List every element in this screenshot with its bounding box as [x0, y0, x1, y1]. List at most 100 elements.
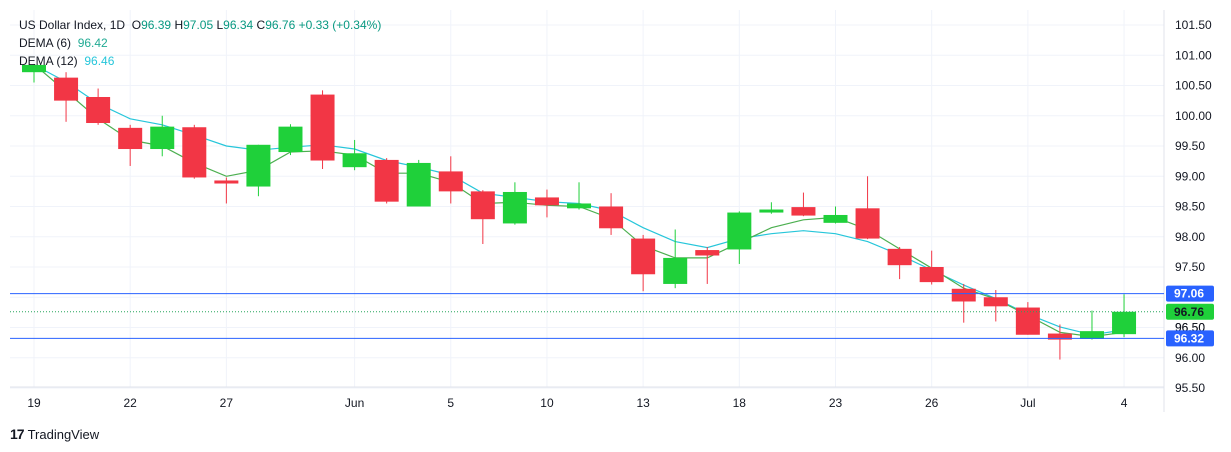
price-badge [1166, 330, 1214, 347]
tradingview-brand[interactable]: 17 TradingView [10, 426, 99, 442]
time-tick-label: 4 [1121, 396, 1128, 410]
candle [1079, 310, 1104, 340]
low-value: 96.34 [223, 18, 254, 32]
candle [599, 193, 624, 235]
tradingview-logo-icon: 17 [10, 426, 25, 442]
candle-body [727, 212, 752, 250]
close-value: 96.76 [265, 18, 296, 32]
candles [22, 64, 1137, 360]
candle-body [470, 191, 495, 220]
high-label: H [174, 18, 184, 32]
candle [502, 182, 527, 225]
candle-body [150, 126, 175, 150]
candle [663, 229, 688, 289]
candle [695, 247, 720, 284]
candle [150, 115, 175, 157]
candle-body [214, 180, 239, 184]
candle [182, 124, 207, 179]
candle [631, 234, 656, 292]
candle-body [406, 162, 431, 207]
candle-body [855, 208, 880, 239]
candle [567, 182, 592, 210]
dema12-label: DEMA (12) [19, 54, 78, 68]
time-tick-label: 23 [829, 396, 843, 410]
candle-body [278, 126, 303, 153]
candle-body [631, 238, 656, 275]
candle [823, 206, 848, 224]
time-tick-label: 19 [27, 396, 41, 410]
candle [791, 192, 816, 217]
time-tick-label: 26 [925, 396, 939, 410]
price-tick-label: 101.00 [1175, 48, 1212, 62]
price-badge-label: 96.32 [1174, 331, 1204, 345]
candle-body [663, 257, 688, 284]
time-tick-label: 13 [636, 396, 650, 410]
candle-body [887, 248, 912, 266]
price-tick-label: 97.50 [1175, 260, 1205, 274]
candle-body [1047, 333, 1072, 340]
candle [22, 64, 46, 83]
candle [438, 156, 463, 204]
candle [887, 247, 912, 280]
time-tick-label: 5 [447, 396, 454, 410]
legend-row-dema6[interactable]: DEMA (6) 96.42 [19, 34, 381, 52]
candle [86, 88, 111, 125]
symbol-title[interactable]: US Dollar Index, 1D [19, 18, 126, 32]
candle [342, 139, 367, 171]
time-tick-label: 22 [124, 396, 138, 410]
time-tick-label: 10 [540, 396, 554, 410]
candle-body [374, 159, 399, 202]
price-tick-label: 101.50 [1175, 18, 1212, 32]
dema6-value: 96.42 [77, 36, 108, 50]
price-tick-label: 96.00 [1175, 351, 1205, 365]
candle-body [951, 288, 976, 302]
price-tick-label: 100.50 [1175, 79, 1212, 93]
close-label: C [256, 18, 266, 32]
brand-name: TradingView [27, 426, 100, 442]
price-tick-label: 99.50 [1175, 139, 1205, 153]
candle-body [1079, 331, 1104, 339]
candle-body [310, 94, 335, 161]
candle [855, 176, 880, 240]
candle [1015, 302, 1040, 335]
candle [534, 189, 559, 218]
candle [118, 124, 143, 166]
candle-body [1112, 311, 1137, 335]
candle [983, 289, 1008, 322]
legend-row-dema12[interactable]: DEMA (12) 96.46 [19, 52, 381, 70]
candle [406, 159, 431, 207]
candle-body [983, 297, 1008, 307]
horizontal-lines[interactable] [10, 293, 1164, 339]
candle-body [182, 127, 207, 178]
dema12-value: 96.46 [84, 54, 115, 68]
time-tick-label: Jun [345, 396, 364, 410]
price-badge [1166, 285, 1214, 302]
candle-body [342, 153, 367, 168]
candle [214, 177, 239, 204]
candle-body [759, 209, 784, 213]
price-badge [1166, 303, 1214, 320]
candle-body [695, 250, 720, 256]
price-badge-label: 96.76 [1174, 305, 1204, 319]
candle [919, 250, 944, 285]
price-tick-label: 99.00 [1175, 169, 1205, 183]
price-axis[interactable]: 101.50 101.00 100.50 100.00 99.50 99.00 98.50 9… [1166, 18, 1214, 395]
price-tick-label: 95.50 [1175, 381, 1205, 395]
time-axis[interactable]: 19 22 27 Jun 5 10 13 18 23 26 Jul 4 [27, 396, 1127, 410]
candle [1112, 294, 1137, 338]
price-badge-label: 97.06 [1174, 287, 1204, 301]
candle-body [567, 203, 592, 209]
chart-legend: US Dollar Index, 1D O96.39 H97.05 L96.34… [19, 16, 381, 70]
candle [1047, 324, 1072, 360]
candle [278, 124, 303, 156]
change-value: +0.33 (+0.34%) [298, 18, 382, 32]
open-label: O [131, 18, 142, 32]
candle [310, 90, 335, 169]
candle-body [599, 206, 624, 229]
candle-body [54, 77, 79, 101]
price-tick-label: 98.00 [1175, 230, 1205, 244]
legend-row-symbol: US Dollar Index, 1D O96.39 H97.05 L96.34… [19, 16, 381, 34]
candle [374, 158, 399, 204]
candle-body [919, 267, 944, 283]
